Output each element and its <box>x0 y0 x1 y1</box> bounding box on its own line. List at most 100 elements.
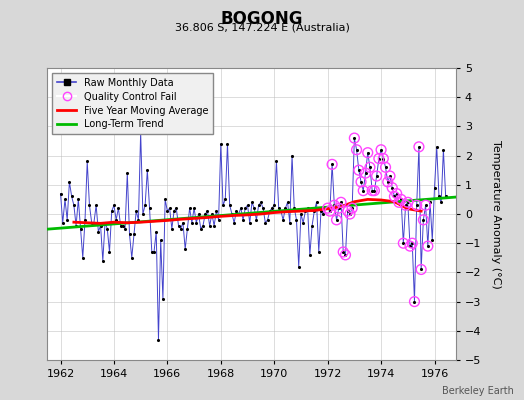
Point <box>190 205 198 211</box>
Point <box>414 144 423 150</box>
Point <box>386 173 394 179</box>
Point <box>123 170 132 176</box>
Point <box>85 202 94 208</box>
Point <box>328 161 336 168</box>
Point <box>326 208 334 214</box>
Point <box>428 237 436 244</box>
Point <box>99 258 107 264</box>
Point <box>308 222 316 229</box>
Point <box>192 220 201 226</box>
Point <box>234 211 243 217</box>
Point <box>323 205 332 211</box>
Text: Berkeley Earth: Berkeley Earth <box>442 386 514 396</box>
Point <box>337 199 345 206</box>
Point <box>68 193 76 200</box>
Point <box>330 202 339 208</box>
Point <box>143 167 151 174</box>
Point <box>268 205 276 211</box>
Point <box>377 146 385 153</box>
Point <box>105 249 114 255</box>
Point <box>205 222 214 229</box>
Point <box>152 228 160 235</box>
Point <box>208 211 216 217</box>
Point <box>435 193 443 200</box>
Point <box>168 225 176 232</box>
Point <box>232 208 241 214</box>
Point <box>439 146 447 153</box>
Point <box>362 170 370 176</box>
Point <box>61 196 69 203</box>
Point <box>375 155 383 162</box>
Point <box>326 208 334 214</box>
Point <box>225 202 234 208</box>
Point <box>441 193 450 200</box>
Point <box>59 220 67 226</box>
Point <box>181 246 189 252</box>
Point <box>344 208 352 214</box>
Point <box>341 252 350 258</box>
Point <box>310 208 319 214</box>
Point <box>417 266 425 273</box>
Point <box>421 202 430 208</box>
Point <box>188 220 196 226</box>
Point <box>141 202 149 208</box>
Point <box>388 184 397 191</box>
Point <box>92 202 100 208</box>
Point <box>414 144 423 150</box>
Point <box>346 211 354 217</box>
Point <box>379 155 387 162</box>
Point <box>150 249 158 255</box>
Point <box>403 199 412 206</box>
Point <box>432 144 441 150</box>
Point <box>379 155 387 162</box>
Point <box>246 220 254 226</box>
Point <box>121 225 129 232</box>
Point <box>366 164 374 170</box>
Point <box>163 208 171 214</box>
Point <box>154 336 162 343</box>
Point <box>286 220 294 226</box>
Point <box>127 255 136 261</box>
Point <box>130 231 138 238</box>
Point <box>353 146 361 153</box>
Point <box>335 205 343 211</box>
Point <box>237 205 245 211</box>
Point <box>408 240 417 246</box>
Point <box>373 173 381 179</box>
Point <box>179 220 187 226</box>
Point <box>421 202 430 208</box>
Point <box>366 164 374 170</box>
Point <box>406 243 414 249</box>
Point <box>214 217 223 223</box>
Point <box>118 222 127 229</box>
Point <box>359 188 367 194</box>
Point <box>219 202 227 208</box>
Point <box>241 205 249 211</box>
Point <box>339 249 347 255</box>
Point <box>166 205 174 211</box>
Y-axis label: Temperature Anomaly (°C): Temperature Anomaly (°C) <box>491 140 501 288</box>
Point <box>228 211 236 217</box>
Point <box>406 243 414 249</box>
Point <box>364 150 372 156</box>
Point <box>250 205 258 211</box>
Point <box>373 173 381 179</box>
Point <box>183 225 192 232</box>
Point <box>159 296 167 302</box>
Point <box>399 240 408 246</box>
Point <box>90 220 98 226</box>
Point <box>223 141 232 147</box>
Point <box>384 179 392 185</box>
Point <box>185 205 194 211</box>
Point <box>134 217 143 223</box>
Point <box>423 243 432 249</box>
Point <box>419 217 428 223</box>
Point <box>392 190 401 197</box>
Point <box>410 298 419 305</box>
Point <box>299 220 308 226</box>
Point <box>317 208 325 214</box>
Point <box>101 220 109 226</box>
Point <box>136 129 145 136</box>
Point <box>212 208 221 214</box>
Point <box>412 202 421 208</box>
